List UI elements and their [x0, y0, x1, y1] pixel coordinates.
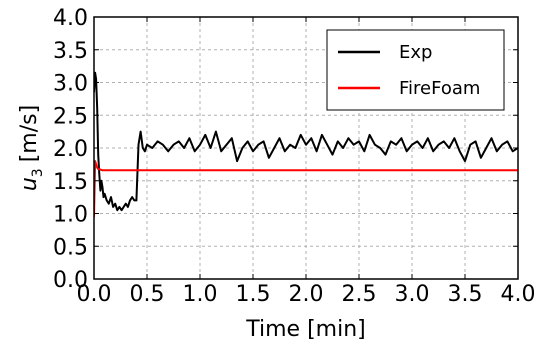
x-tick-label: 3.5: [448, 282, 483, 307]
series-layer: [94, 71, 518, 217]
y-tick-label: 0.5: [53, 235, 88, 260]
x-axis-title: Time [min]: [245, 317, 366, 342]
x-tick-label: 0.0: [77, 282, 112, 307]
y-axis-subscript: 3: [30, 168, 46, 177]
y-tick-label: 3.5: [53, 39, 88, 64]
y-tick-label: 1.5: [53, 170, 88, 195]
y-tick-label: 4.0: [53, 6, 88, 31]
y-tick-label: 2.5: [53, 104, 88, 129]
y-tick-label: 0.0: [53, 268, 88, 293]
x-tick-label: 3.0: [395, 282, 430, 307]
legend-box: [326, 29, 505, 111]
x-tick-label: 2.5: [342, 282, 377, 307]
series-line-firefoam: [94, 160, 518, 217]
legend-label-firefoam: FireFoam: [399, 78, 480, 99]
series-line-exp: [94, 71, 518, 212]
y-tick-label: 1.0: [53, 203, 88, 228]
x-tick-label: 2.0: [289, 282, 324, 307]
x-tick-label: 4.0: [501, 282, 536, 307]
x-tick-label: 1.0: [183, 282, 218, 307]
x-tick-label: 0.5: [130, 282, 165, 307]
ticks: 0.0 0.5 1.0 1.5 2.0 2.5 3.0 3.5 4.0 0.0 0.5 1.0 1.5 2…: [53, 6, 536, 307]
legend-label-exp: Exp: [399, 42, 432, 63]
y-axis-unit: [m/s]: [17, 105, 42, 162]
y-tick-label: 3.0: [53, 72, 88, 97]
y-axis-title: u3 [m/s]: [17, 105, 46, 191]
legend: Exp FireFoam: [326, 29, 505, 111]
y-axis-symbol: u: [17, 177, 42, 191]
x-tick-label: 1.5: [236, 282, 271, 307]
y-tick-label: 2.0: [53, 137, 88, 162]
